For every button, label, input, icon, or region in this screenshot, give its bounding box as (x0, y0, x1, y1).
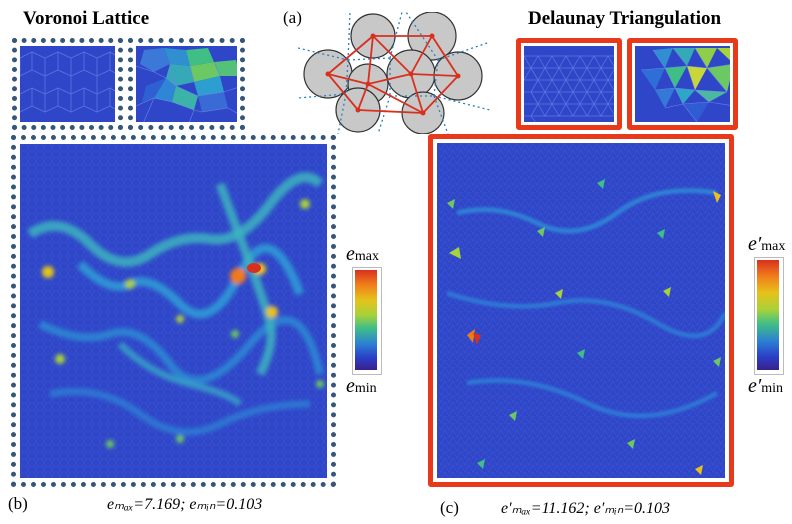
voronoi-zoom-strained (128, 38, 245, 130)
node-points (325, 33, 461, 116)
panel-label-c: (c) (440, 498, 459, 517)
colorbar-right (757, 260, 779, 370)
colorbar-left (355, 270, 377, 370)
panel-label-b: (b) (8, 494, 28, 513)
delaunay-zoom-strained (627, 38, 738, 130)
colorbar-right-max-label: e′max (748, 233, 786, 255)
colorbar-left-min-label: emin (346, 375, 377, 397)
delaunay-edges (327, 35, 459, 114)
strained-triangles (447, 179, 721, 475)
delaunay-title: Delaunay Triangulation (528, 8, 722, 29)
colorbar-left-max-label: emax (346, 243, 379, 265)
colorbar-right-min-label: e′min (748, 375, 784, 397)
voronoi-zoom-uniform (12, 38, 123, 130)
delaunay-zoom-uniform (516, 38, 622, 130)
voronoi-title: Voronoi Lattice (23, 8, 150, 29)
schematic-diagram (298, 12, 490, 134)
max-strain-spot (247, 263, 261, 273)
delaunay-strain-map (428, 134, 734, 487)
caption-left: eₘₐₓ=7.169; eₘᵢₙ=0.103 (107, 496, 263, 513)
panel-label-a: (a) (283, 8, 302, 27)
voronoi-strain-map (11, 135, 336, 487)
voronoi-edges (298, 12, 490, 134)
caption-right: e′ₘₐₓ=11.162; e′ₘᵢₙ=0.103 (501, 500, 671, 517)
